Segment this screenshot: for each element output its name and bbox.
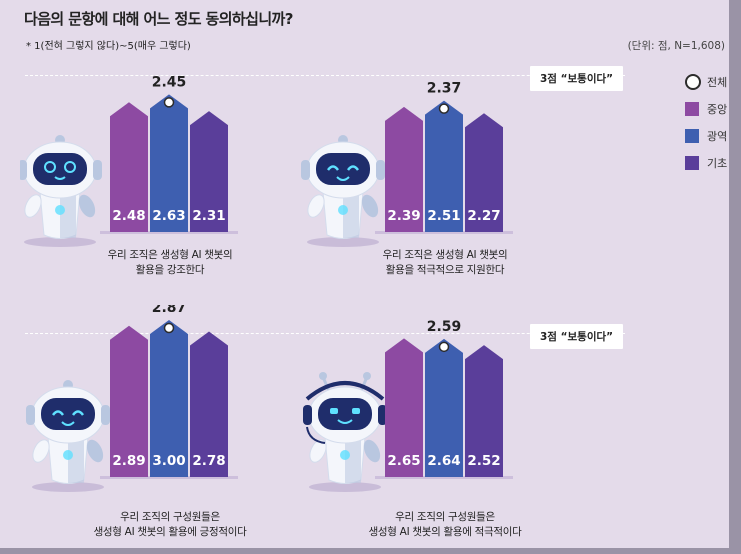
page-title: 다음의 문항에 대해 어느 정도 동의하십니까? xyxy=(24,10,293,28)
overall-marker xyxy=(438,103,450,114)
bar-value-label-central: 2.89 xyxy=(112,453,145,469)
chart-caption-2: 우리 조직은 생성형 AI 챗봇의 활용을 적극적으로 지원한다 xyxy=(315,248,575,278)
bar-chart-svg: 2.39 2.51 2.27 2.37 xyxy=(301,81,513,247)
bar-basic xyxy=(190,331,228,477)
frame-edge xyxy=(729,0,741,554)
bar-central xyxy=(110,102,148,232)
caption-line-2: 활용을 강조한다 xyxy=(135,264,205,276)
bar-central xyxy=(110,325,148,477)
bar-value-label-basic: 2.78 xyxy=(192,453,225,469)
chart-caption-4: 우리 조직의 구성원들은 생성형 AI 챗봇의 활용에 적극적이다 xyxy=(315,510,575,540)
bar-chart-svg: 2.89 3.00 2.78 2.87 xyxy=(26,305,238,492)
reference-label-top: 3점 “보통이다” xyxy=(530,66,624,91)
caption-line-1: 우리 조직의 구성원들은 xyxy=(120,511,220,523)
chatbot-robot-illustration xyxy=(20,135,102,247)
reference-label-bottom: 3점 “보통이다” xyxy=(530,324,624,349)
bar-central xyxy=(385,338,423,477)
chart-baseline xyxy=(375,231,513,234)
chart-baseline xyxy=(100,476,238,479)
legend: 전체 중앙 광역 기초 xyxy=(685,68,737,176)
caption-line-2: 생성형 AI 챗봇의 활용에 긍정적이다 xyxy=(93,526,247,538)
chart-caption-1: 우리 조직은 생성형 AI 챗봇의 활용을 강조한다 xyxy=(40,248,300,278)
legend-item-basic: 기초 xyxy=(685,149,737,176)
legend-label-overall: 전체 xyxy=(707,75,728,89)
bar-value-label-central: 2.65 xyxy=(387,453,420,469)
bar-value-label-metro: 3.00 xyxy=(152,453,185,469)
bar-value-label-basic: 2.31 xyxy=(192,208,225,224)
bar-metro xyxy=(425,338,463,477)
legend-label-basic: 기초 xyxy=(707,156,728,170)
bar-central xyxy=(385,106,423,232)
bar-metro xyxy=(425,100,463,232)
overall-marker xyxy=(163,97,175,108)
reference-line-bottom xyxy=(25,333,625,334)
chart-panel-4: 2.65 2.64 2.52 2.59 xyxy=(295,305,595,554)
scale-note: * 1(전혀 그렇지 않다)~5(매우 그렇다) xyxy=(26,41,191,52)
chart-baseline xyxy=(375,476,513,479)
bar-basic xyxy=(465,113,503,232)
overall-marker xyxy=(163,322,175,334)
bar-value-label-metro: 2.64 xyxy=(427,453,460,469)
legend-swatch-metro xyxy=(685,128,699,143)
legend-item-overall: 전체 xyxy=(685,68,737,95)
bar-metro xyxy=(150,94,188,232)
caption-line-2: 활용을 적극적으로 지원한다 xyxy=(385,264,505,276)
overall-value-label: 2.87 xyxy=(152,305,187,316)
overall-marker xyxy=(438,341,450,353)
chart-panel-2: 2.39 2.51 2.27 2.37 xyxy=(295,60,595,310)
overall-value-label: 2.59 xyxy=(427,319,462,335)
bar-value-label-metro: 2.51 xyxy=(427,208,460,224)
bar-value-label-basic: 2.27 xyxy=(467,208,500,224)
chart-panel-1: 2.48 2.63 2.31 2.45 xyxy=(20,60,320,310)
overall-marker-icon xyxy=(685,73,701,90)
chatbot-robot-illustration xyxy=(301,135,385,247)
bar-basic xyxy=(190,111,228,232)
legend-item-metro: 광역 xyxy=(685,122,737,149)
frame-edge-bottom xyxy=(0,548,741,554)
bar-chart-svg: 2.48 2.63 2.31 2.45 xyxy=(20,74,238,247)
caption-line-1: 우리 조직의 구성원들은 xyxy=(395,511,495,523)
legend-swatch-basic xyxy=(685,155,699,170)
overall-value-label: 2.37 xyxy=(427,81,462,97)
bar-value-label-metro: 2.63 xyxy=(152,208,185,224)
bar-chart-svg: 2.65 2.64 2.52 2.59 xyxy=(303,319,513,492)
chatbot-robot-illustration xyxy=(26,380,110,492)
bar-value-label-central: 2.48 xyxy=(112,208,145,224)
legend-label-metro: 광역 xyxy=(707,129,728,143)
bar-value-label-basic: 2.52 xyxy=(467,453,500,469)
chatbot-robot-illustration xyxy=(303,372,387,492)
chart-caption-3: 우리 조직의 구성원들은 생성형 AI 챗봇의 활용에 긍정적이다 xyxy=(40,510,300,540)
legend-label-central: 중앙 xyxy=(707,102,728,116)
overall-value-label: 2.45 xyxy=(152,74,187,90)
legend-item-central: 중앙 xyxy=(685,95,737,122)
caption-line-1: 우리 조직은 생성형 AI 챗봇의 xyxy=(382,249,508,261)
unit-note: (단위: 점, N=1,608) xyxy=(627,40,725,52)
caption-line-1: 우리 조직은 생성형 AI 챗봇의 xyxy=(107,249,233,261)
bar-basic xyxy=(465,345,503,477)
chart-baseline xyxy=(100,231,238,234)
bar-value-label-central: 2.39 xyxy=(387,208,420,224)
legend-swatch-central xyxy=(685,101,699,116)
reference-line-top xyxy=(25,75,625,76)
bar-metro xyxy=(150,320,188,477)
chart-panel-3: 2.89 3.00 2.78 2.87 xyxy=(20,305,320,554)
caption-line-2: 생성형 AI 챗봇의 활용에 적극적이다 xyxy=(368,526,522,538)
